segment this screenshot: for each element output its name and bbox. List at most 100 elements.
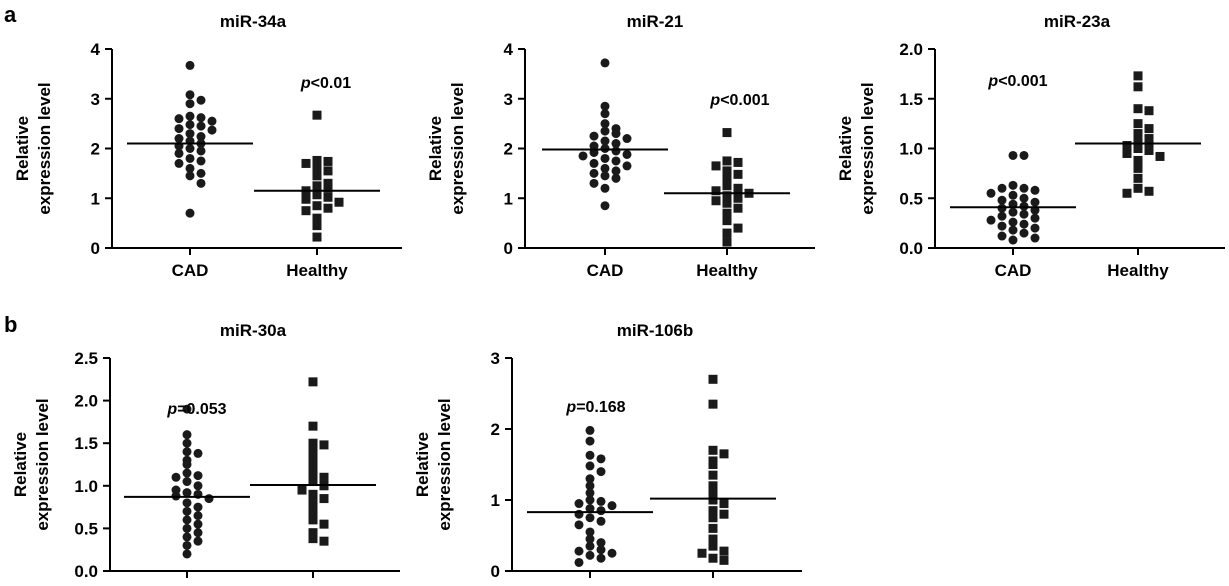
- y-tick-label: 1.0: [74, 477, 98, 496]
- y-tick-label: 3: [504, 90, 513, 109]
- data-point-CAD: [574, 509, 584, 519]
- data-point-Healthy: [697, 548, 707, 558]
- data-point-CAD: [185, 90, 195, 100]
- y-tick-label: 1: [504, 189, 513, 208]
- chart-miR-21: miR-21 0 1 2 3 4 Relative expression level CAD He…: [426, 12, 815, 280]
- data-point-CAD: [585, 541, 595, 551]
- data-point-Healthy: [722, 173, 732, 183]
- chart-title: miR-34a: [220, 12, 287, 31]
- data-point-Healthy: [1144, 124, 1154, 134]
- panel-label-b: b: [4, 312, 17, 337]
- data-point-CAD: [171, 472, 181, 482]
- data-point-Healthy: [708, 445, 718, 455]
- data-point-CAD: [185, 60, 195, 70]
- data-point-CAD: [600, 153, 610, 163]
- data-point-CAD: [182, 447, 192, 457]
- data-point-CAD: [174, 148, 184, 158]
- data-point-Healthy: [733, 183, 743, 193]
- data-point-CAD: [1008, 235, 1018, 245]
- y-tick-label: 0.0: [899, 239, 923, 258]
- y-tick-label: 0: [491, 562, 500, 581]
- data-point-CAD: [185, 153, 195, 163]
- x-tick-label: Healthy: [1107, 261, 1169, 280]
- data-point-Healthy: [711, 186, 721, 196]
- p-value: <0.001: [998, 73, 1047, 90]
- data-point-Healthy: [722, 228, 732, 238]
- data-point-Healthy: [301, 158, 311, 168]
- data-point-Healthy: [1144, 106, 1154, 116]
- data-point-CAD: [585, 461, 595, 471]
- data-point-Healthy: [719, 499, 729, 509]
- data-point-CAD: [574, 499, 584, 509]
- data-point-Healthy: [722, 128, 732, 138]
- x-tick-label: CAD: [169, 584, 206, 586]
- data-point-CAD: [185, 144, 195, 153]
- y-tick-label: 1: [491, 491, 500, 510]
- data-point-CAD: [600, 109, 610, 119]
- y-axis-label-line: Relative: [13, 116, 32, 181]
- data-point-Healthy: [708, 523, 718, 533]
- y-axis-label: Relative expression level: [426, 82, 467, 214]
- p-value: =0.053: [177, 401, 226, 418]
- data-point-CAD: [600, 58, 610, 68]
- x-tick-label: Healthy: [286, 261, 348, 280]
- data-point-CAD: [1030, 213, 1040, 223]
- data-point-CAD: [1008, 150, 1018, 160]
- data-point-CAD: [997, 211, 1007, 221]
- data-point-CAD: [196, 178, 206, 188]
- data-point-CAD: [600, 126, 610, 136]
- y-axis-label-line: Relative: [426, 116, 445, 181]
- data-point-CAD: [1019, 183, 1029, 193]
- x-tick-label: CAD: [572, 584, 609, 586]
- y-tick-label: 1.0: [899, 140, 923, 159]
- data-point-CAD: [997, 183, 1007, 193]
- data-point-CAD: [185, 99, 195, 109]
- data-point-Healthy: [323, 178, 333, 188]
- data-point-Healthy: [708, 470, 718, 480]
- data-point-Healthy: [312, 181, 322, 191]
- data-point-Healthy: [708, 495, 718, 505]
- data-point-Healthy: [711, 161, 721, 171]
- data-point-Healthy: [312, 221, 322, 231]
- data-point-CAD: [589, 131, 599, 141]
- data-point-CAD: [596, 538, 606, 548]
- data-point-Healthy: [1133, 82, 1143, 92]
- data-point-Healthy: [722, 166, 732, 176]
- data-point-CAD: [986, 188, 996, 198]
- data-point-CAD: [600, 101, 610, 111]
- data-point-CAD: [193, 481, 203, 491]
- y-tick-label: 4: [91, 40, 101, 59]
- data-point-Healthy: [719, 555, 729, 565]
- data-point-Healthy: [1133, 183, 1143, 193]
- data-point-CAD: [596, 516, 606, 526]
- data-point-Healthy: [319, 519, 329, 529]
- data-point-CAD: [185, 111, 195, 121]
- y-axis-label-line: expression level: [435, 398, 454, 530]
- data-point-Healthy: [323, 166, 333, 176]
- data-point-CAD: [185, 120, 195, 130]
- p-symbol: p: [300, 75, 311, 92]
- data-point-CAD: [182, 404, 192, 414]
- x-tick-label: Healthy: [696, 261, 758, 280]
- chart-miR-23a: miR-23a 0.0 0.5 1.0 1.5 2.0 Relative expression…: [836, 12, 1225, 280]
- data-point-CAD: [1008, 190, 1018, 200]
- data-point-Healthy: [1133, 173, 1143, 183]
- data-point-CAD: [1019, 228, 1029, 238]
- y-axis-label: Relative expression level: [413, 398, 454, 530]
- data-point-Healthy: [711, 196, 721, 206]
- data-point-Healthy: [708, 399, 718, 409]
- data-point-CAD: [196, 95, 206, 105]
- data-point-Healthy: [733, 223, 743, 233]
- y-axis-label-line: expression level: [448, 82, 467, 214]
- x-tick-label: CAD: [172, 261, 209, 280]
- data-point-Healthy: [708, 481, 718, 491]
- data-point-Healthy: [323, 203, 333, 213]
- data-point-CAD: [611, 166, 621, 176]
- data-point-CAD: [196, 146, 206, 156]
- data-point-CAD: [182, 460, 192, 469]
- data-point-Healthy: [308, 498, 318, 508]
- data-point-Healthy: [1144, 145, 1154, 155]
- data-point-CAD: [997, 195, 1007, 205]
- data-point-CAD: [585, 450, 595, 460]
